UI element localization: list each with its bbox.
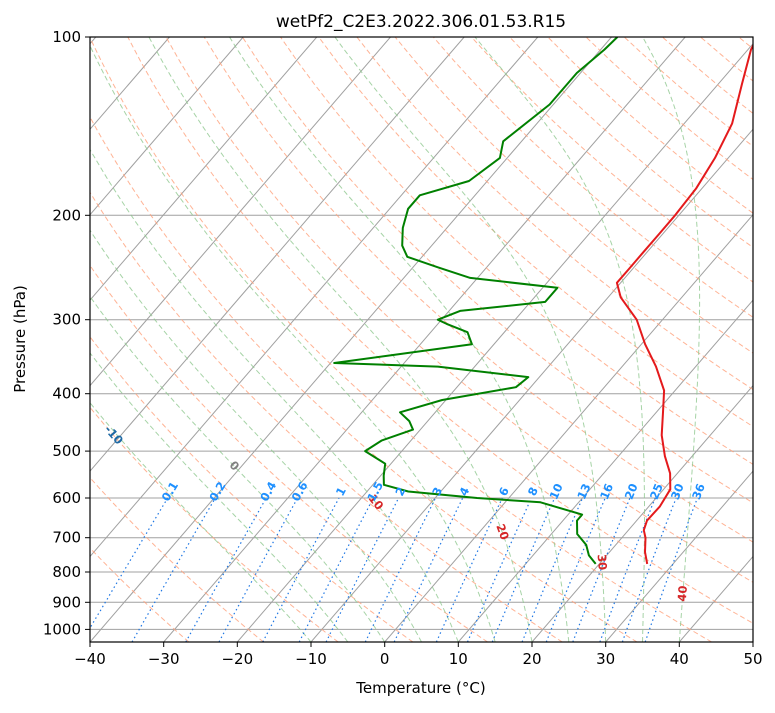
x-tick-label: 20 [522,650,541,668]
y-tick-label: 500 [52,442,81,460]
x-tick-label: −20 [221,650,253,668]
y-tick-label: 200 [52,206,81,224]
x-tick-label: 0 [380,650,390,668]
y-axis-title: Pressure (hPa) [11,285,29,393]
moist-adiabat-label: 30 [595,554,610,571]
y-tick-label: 700 [52,529,81,547]
x-tick-label: −30 [148,650,180,668]
y-tick-label: 900 [52,593,81,611]
y-tick-label: 1000 [43,620,81,638]
chart-title: wetPf2_C2E3.2022.306.01.53.R15 [276,12,566,32]
x-tick-label: 50 [743,650,762,668]
x-tick-label: −10 [295,650,327,668]
y-tick-label: 100 [52,28,81,46]
y-tick-label: 400 [52,385,81,403]
y-tick-label: 300 [52,311,81,329]
y-tick-label: 600 [52,489,81,507]
x-tick-label: 30 [596,650,615,668]
x-axis-title: Temperature (°C) [355,679,485,697]
moist-adiabat-label: 40 [675,585,690,602]
x-tick-label: −40 [74,650,106,668]
x-tick-label: 10 [449,650,468,668]
y-tick-label: 800 [52,563,81,581]
x-tick-label: 40 [670,650,689,668]
